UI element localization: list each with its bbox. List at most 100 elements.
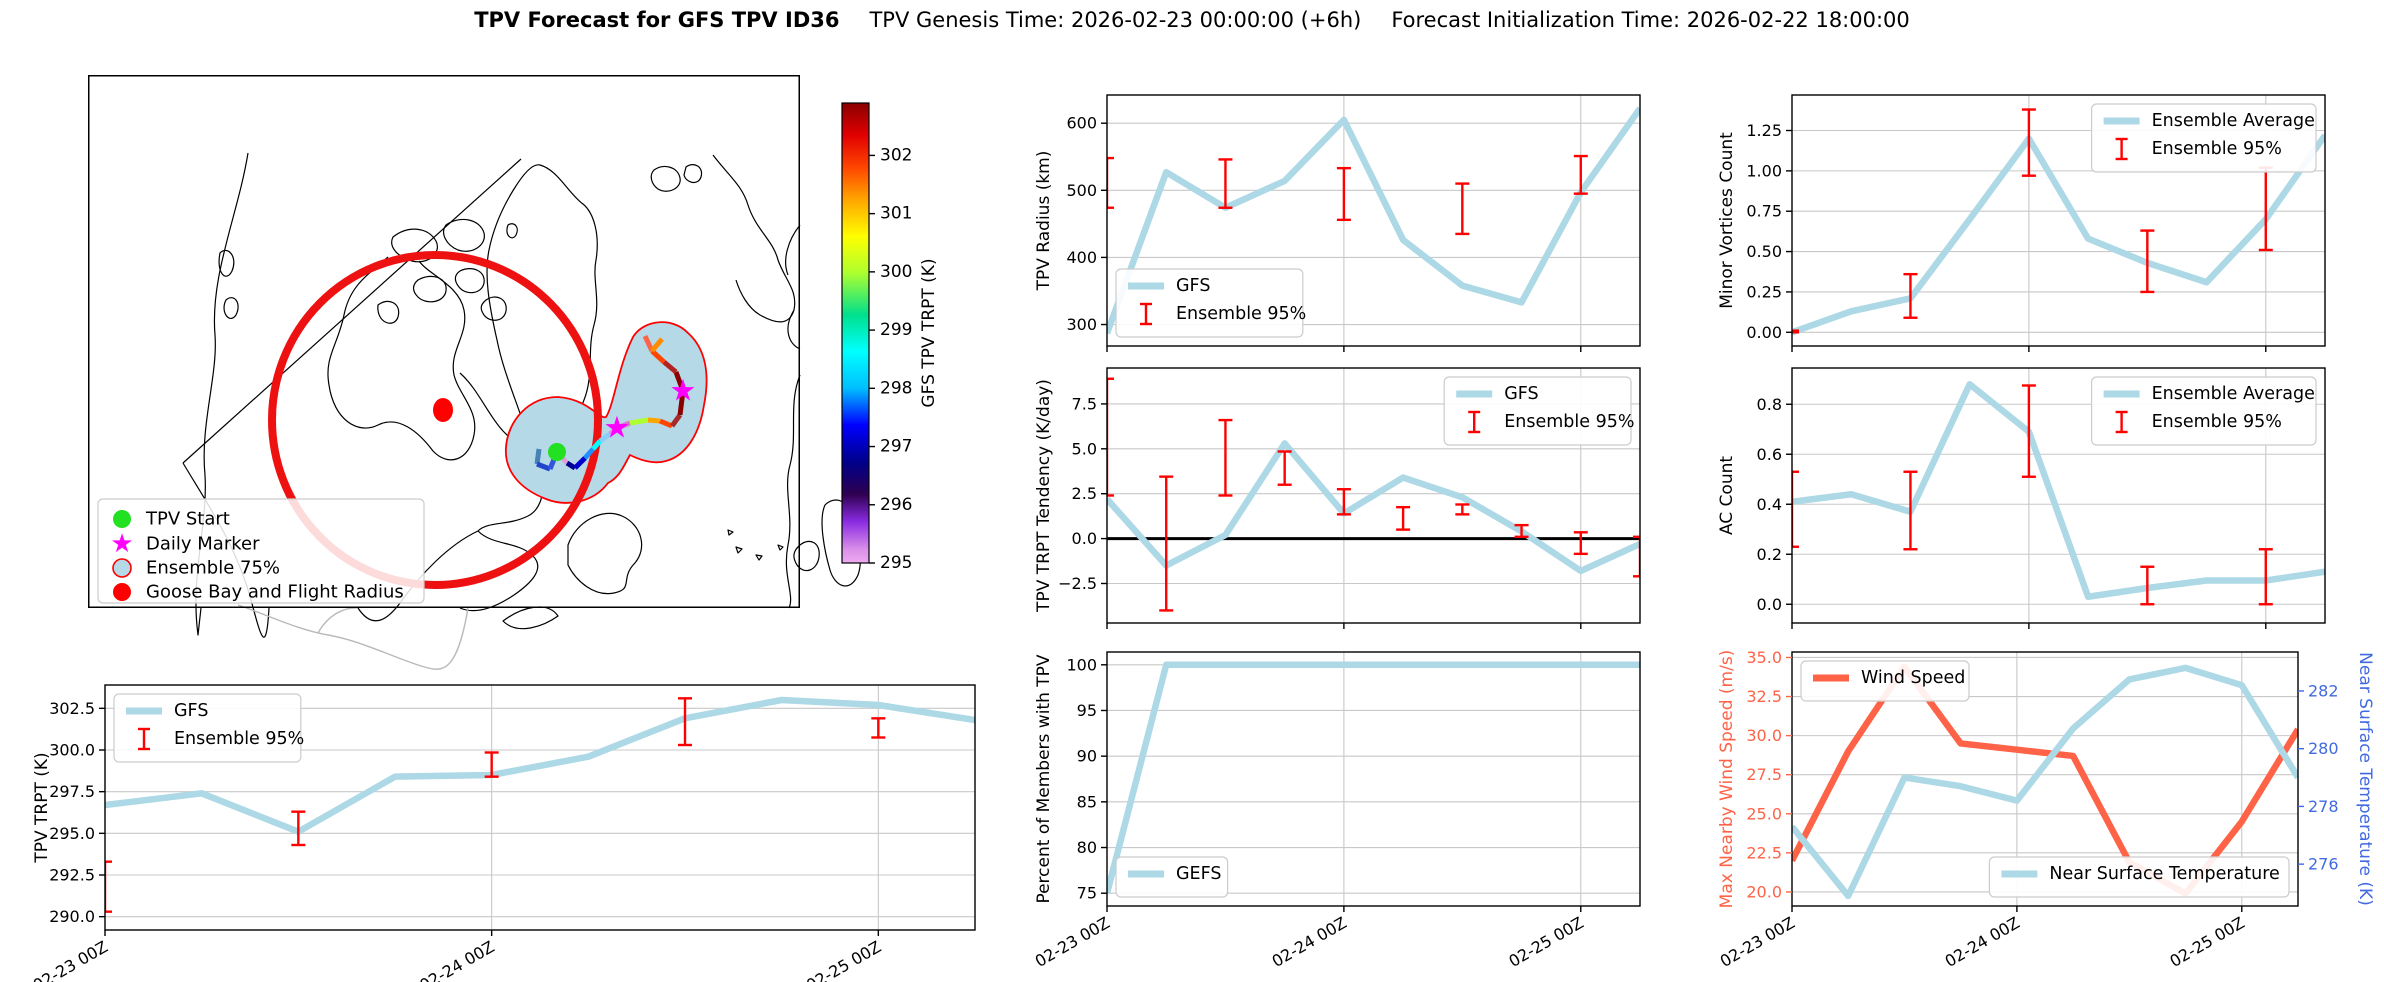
y-tick-label: 292.5 bbox=[49, 866, 95, 885]
ensemble-95-errorbars bbox=[1792, 384, 2273, 606]
y-tick-label: 25.0 bbox=[1746, 804, 1782, 823]
plot-frame bbox=[1791, 367, 2326, 624]
y-tick-label: 400 bbox=[1066, 248, 1097, 267]
colorbar-tick-label: 299 bbox=[880, 320, 912, 340]
series-gfs bbox=[1107, 440, 1640, 575]
us-coastline-gray bbox=[237, 604, 469, 670]
y-tick-label: 30.0 bbox=[1746, 726, 1782, 745]
gridlines bbox=[1106, 652, 1640, 906]
x-tick-label: 02-25 00Z bbox=[2166, 913, 2247, 971]
y-tick-label: 75 bbox=[1077, 884, 1097, 903]
right-y-tick-label: 276 bbox=[2308, 855, 2339, 874]
y-tick-label: 1.25 bbox=[1746, 121, 1782, 140]
y-tick-label: 0.6 bbox=[1757, 445, 1782, 464]
y-tick-label: −2.5 bbox=[1058, 574, 1097, 593]
y-tick-label: 297.5 bbox=[49, 782, 95, 801]
colorbar-tick-label: 295 bbox=[880, 553, 912, 573]
y-tick-label: 95 bbox=[1077, 701, 1097, 720]
y-tick-label: 2.5 bbox=[1072, 484, 1097, 503]
legend-label: GFS bbox=[1176, 276, 1210, 296]
y-tick-label: 1.00 bbox=[1746, 161, 1782, 180]
legend-label: Wind Speed bbox=[1861, 668, 1965, 688]
map-legend-label-daily-marker: Daily Marker bbox=[146, 534, 260, 555]
y-tick-label: 300.0 bbox=[49, 741, 95, 760]
y-tick-label: 35.0 bbox=[1746, 648, 1782, 667]
legend: GFS Ensemble 95% bbox=[113, 693, 304, 763]
ensemble-95-errorbars bbox=[105, 697, 886, 913]
map-panel: ★ ★ TPV Start ★ Daily Marker Ensemble 75… bbox=[88, 75, 861, 670]
y-tick-label: 0.0 bbox=[1072, 529, 1097, 548]
right-y-tick-label: 278 bbox=[2308, 797, 2339, 816]
y-tick-label: 0.75 bbox=[1746, 202, 1782, 221]
legend-label: Ensemble 95% bbox=[1176, 304, 1306, 324]
ensemble-95-errorbars bbox=[1792, 108, 2273, 334]
y-tick-label: 600 bbox=[1066, 114, 1097, 133]
y-tick-label: 302.5 bbox=[49, 699, 95, 718]
plot-frame bbox=[1106, 651, 1641, 907]
y-tick-label: 22.5 bbox=[1746, 843, 1782, 862]
y-axis-label: Percent of Members with TPV bbox=[1034, 654, 1054, 903]
series-gfs bbox=[105, 696, 975, 835]
legend: Ensemble Average Ensemble 95% bbox=[2091, 376, 2317, 446]
map-frame bbox=[88, 75, 800, 608]
right-y-axis-label: Near Surface Temperature (K) bbox=[2355, 652, 2375, 906]
chart-members-percent: 75 80 85 90 95 100 02-23 00Z 02-24 00Z 02-25 00Z… bbox=[1032, 640, 1650, 971]
y-axis-label: Max Nearby Wind Speed (m/s) bbox=[1717, 650, 1737, 909]
series-ensemble-average bbox=[1792, 133, 2325, 336]
y-tick-label: 85 bbox=[1077, 792, 1097, 811]
colorbar-tick-label: 297 bbox=[880, 437, 912, 457]
map-legend-label-goose-bay: Goose Bay and Flight Radius bbox=[146, 582, 404, 603]
colorbar-ticks: 302 301 300 299 298 297 296 295 bbox=[869, 145, 912, 573]
y-tick-label: 0.50 bbox=[1746, 242, 1782, 261]
chart-tpv-trpt: 290.0 292.5 295.0 297.5 300.0 302.5 02-23 00Z 0… bbox=[30, 673, 985, 982]
series-gfs bbox=[1107, 106, 1640, 335]
legend: Wind Speed bbox=[1800, 660, 1970, 702]
y-axis-label: AC Count bbox=[1717, 456, 1737, 535]
chart-wind-temperature: 20.0 22.5 25.0 27.5 30.0 32.5 35.0 276 278 280 282… bbox=[1715, 640, 2383, 971]
y-tick-label: 295.0 bbox=[49, 824, 95, 843]
chart-minor-vortices: 0.00 0.25 0.50 0.75 1.00 1.25 Minor Vortices C… bbox=[1715, 83, 2335, 362]
y-tick-label: 0.25 bbox=[1746, 282, 1782, 301]
legend-label: Ensemble 95% bbox=[174, 729, 304, 749]
legend: Near Surface Temperature bbox=[1988, 856, 2290, 898]
figure-title: TPV Forecast for GFS TPV ID36 TPV Genesis… bbox=[0, 8, 2384, 32]
ensemble-95-errorbars bbox=[1107, 154, 1588, 236]
map-legend-label-ensemble: Ensemble 75% bbox=[146, 558, 280, 579]
colorbar-tick-label: 302 bbox=[880, 145, 912, 165]
colorbar-tick-label: 300 bbox=[880, 262, 912, 282]
x-tick-label: 02-24 00Z bbox=[1269, 913, 1350, 971]
y-axis-label: Minor Vortices Count bbox=[1717, 132, 1737, 309]
legend: GFS Ensemble 95% bbox=[1443, 376, 1634, 446]
colorbar-tick-label: 296 bbox=[880, 495, 912, 515]
map-legend-label-tpv-start: TPV Start bbox=[145, 509, 230, 530]
colorbar-gradient bbox=[841, 102, 870, 564]
chart-trpt-tendency: −2.5 0.0 2.5 5.0 7.5 TPV TRPT Tendency (K/day… bbox=[1032, 356, 1650, 639]
y-tick-label: 500 bbox=[1066, 181, 1097, 200]
legend-label: Ensemble Average bbox=[2152, 384, 2315, 404]
x-tick-label: 02-25 00Z bbox=[1505, 913, 1586, 971]
chart-tpv-radius: 300 400 500 600 TPV Radius (km) GFS Ensemble 9… bbox=[1032, 83, 1650, 362]
daily-marker-2: ★ bbox=[670, 374, 697, 409]
series-ensemble-average bbox=[1792, 381, 2325, 600]
y-tick-label: 5.0 bbox=[1072, 439, 1097, 458]
y-tick-label: 300 bbox=[1066, 315, 1097, 334]
daily-marker-1: ★ bbox=[604, 411, 631, 446]
x-tick-label: 02-24 00Z bbox=[1942, 913, 2023, 971]
y-axis-label: TPV Radius (km) bbox=[1034, 151, 1054, 292]
goose-bay-dot bbox=[433, 398, 453, 422]
title-main: TPV Forecast for GFS TPV ID36 bbox=[474, 8, 840, 32]
tpv-track bbox=[534, 334, 686, 472]
y-axis-label: TPV TRPT Tendency (K/day) bbox=[1034, 379, 1054, 613]
y-tick-label: 27.5 bbox=[1746, 765, 1782, 784]
legend-label: Ensemble 95% bbox=[1504, 412, 1634, 432]
ensemble-95-errorbars bbox=[1107, 377, 1640, 612]
series-gefs bbox=[1107, 661, 1640, 895]
legend-label: GEFS bbox=[1176, 864, 1222, 884]
legend-label: GFS bbox=[1504, 384, 1538, 404]
legend-label: Near Surface Temperature bbox=[2049, 864, 2279, 884]
legend: Ensemble Average Ensemble 95% bbox=[2091, 103, 2317, 173]
legend: GEFS bbox=[1115, 856, 1229, 898]
plot-frame bbox=[1106, 94, 1641, 347]
colorbar-tick-label: 298 bbox=[880, 378, 912, 398]
